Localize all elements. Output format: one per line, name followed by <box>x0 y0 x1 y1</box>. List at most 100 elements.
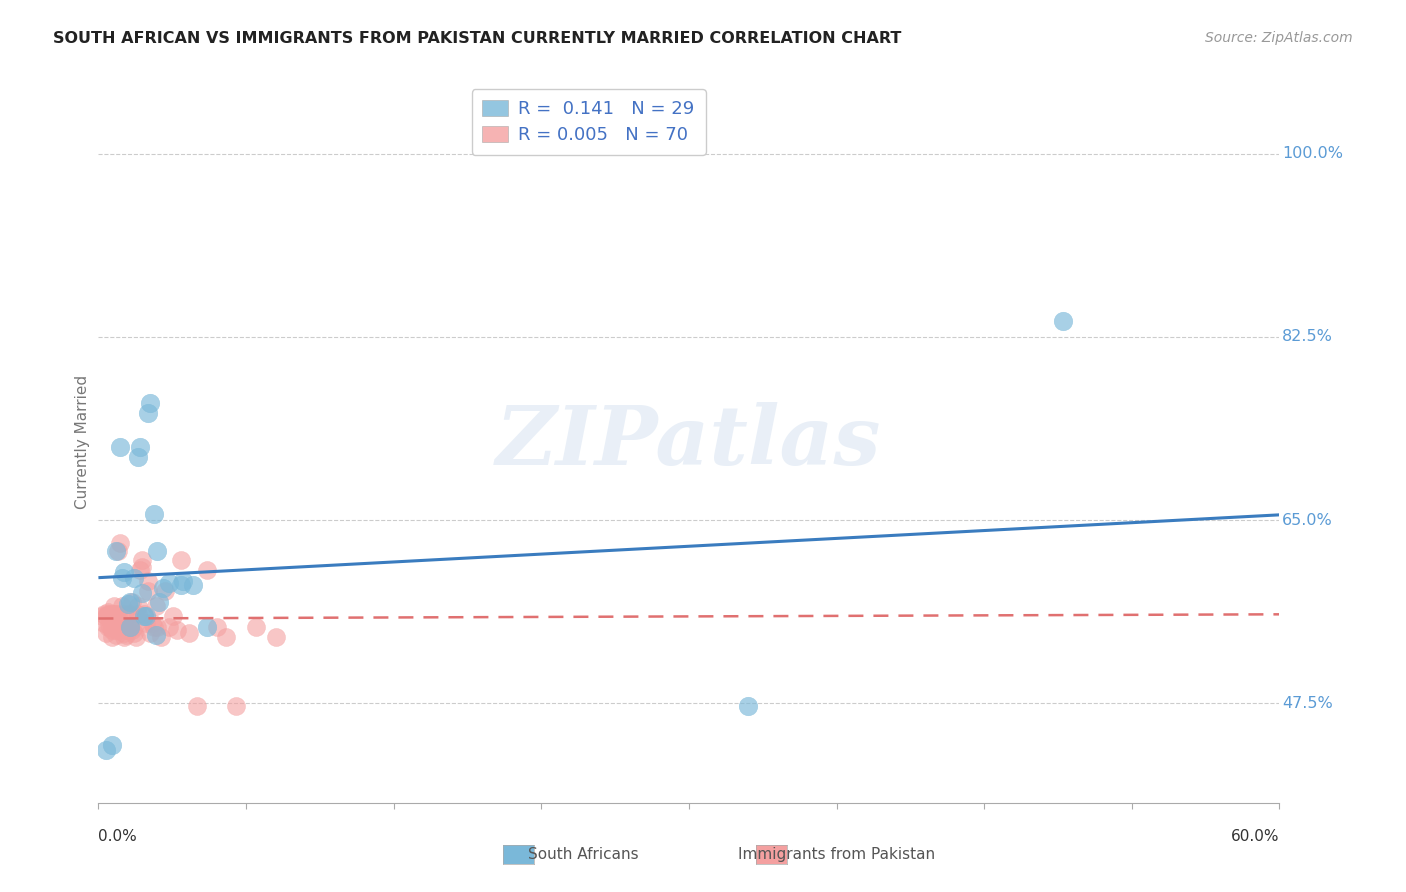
Point <box>131 586 153 600</box>
Point <box>195 620 218 634</box>
Point <box>122 626 145 640</box>
Point <box>136 406 159 420</box>
Point <box>105 623 128 637</box>
Point <box>118 620 141 634</box>
Point <box>105 607 128 622</box>
Point <box>181 578 204 592</box>
Point <box>98 620 121 634</box>
Point <box>135 615 157 630</box>
Y-axis label: Currently Married: Currently Married <box>75 375 90 508</box>
Point <box>141 615 163 630</box>
Point <box>245 620 267 634</box>
Point <box>157 620 180 634</box>
Point <box>91 609 114 624</box>
Point <box>136 584 159 599</box>
Point <box>111 617 134 632</box>
Point <box>117 597 139 611</box>
Point <box>112 607 135 622</box>
Point <box>138 626 160 640</box>
Text: 0.0%: 0.0% <box>98 829 138 844</box>
Point <box>122 571 145 585</box>
Point <box>101 623 124 637</box>
Point <box>127 450 149 465</box>
Point <box>264 631 287 645</box>
Point <box>112 631 135 645</box>
Point <box>117 607 139 622</box>
Point <box>215 631 238 645</box>
Point <box>111 599 134 613</box>
Point <box>125 631 148 645</box>
Point <box>108 440 131 454</box>
Point <box>186 699 208 714</box>
Point <box>148 595 170 609</box>
Point <box>98 607 121 622</box>
Text: SOUTH AFRICAN VS IMMIGRANTS FROM PAKISTAN CURRENTLY MARRIED CORRELATION CHART: SOUTH AFRICAN VS IMMIGRANTS FROM PAKISTA… <box>53 31 901 46</box>
Point <box>128 563 150 577</box>
Text: 82.5%: 82.5% <box>1282 329 1333 344</box>
Text: 65.0%: 65.0% <box>1282 513 1333 527</box>
Point <box>107 607 129 622</box>
Point <box>105 544 128 558</box>
Point <box>146 620 169 634</box>
Point <box>145 599 167 613</box>
Point <box>103 607 125 622</box>
Text: South Africans: South Africans <box>529 847 638 862</box>
Point <box>128 440 150 454</box>
Text: Immigrants from Pakistan: Immigrants from Pakistan <box>738 847 935 862</box>
Point <box>136 574 159 588</box>
Point <box>138 396 160 410</box>
Point <box>172 574 194 588</box>
Text: 100.0%: 100.0% <box>1282 146 1343 161</box>
Point <box>108 623 131 637</box>
Point <box>170 553 193 567</box>
Text: 47.5%: 47.5% <box>1282 696 1333 711</box>
Point <box>105 628 128 642</box>
Point <box>155 584 177 599</box>
Point <box>115 623 138 637</box>
Point <box>132 607 155 622</box>
Text: Source: ZipAtlas.com: Source: ZipAtlas.com <box>1205 31 1353 45</box>
Point <box>112 626 135 640</box>
Point <box>170 578 193 592</box>
Point <box>737 699 759 714</box>
Point <box>225 699 247 714</box>
Point <box>162 609 184 624</box>
Point <box>115 628 138 642</box>
Point <box>112 566 135 580</box>
Point <box>108 620 131 634</box>
Point <box>107 544 129 558</box>
Point <box>96 626 118 640</box>
Point <box>1052 314 1074 328</box>
Point <box>103 617 125 632</box>
Point <box>108 536 131 550</box>
Point <box>152 581 174 595</box>
Point <box>101 738 124 752</box>
Point <box>107 620 129 634</box>
Point <box>146 544 169 558</box>
Point <box>166 623 188 637</box>
Point <box>97 605 120 619</box>
Text: ZIPatlas: ZIPatlas <box>496 401 882 482</box>
Point <box>97 607 120 622</box>
Point <box>111 571 134 585</box>
Point <box>127 599 149 613</box>
Point <box>97 620 120 634</box>
Point <box>131 553 153 567</box>
Point <box>118 607 141 622</box>
Point <box>177 626 200 640</box>
Point <box>157 575 180 590</box>
Point <box>142 507 165 521</box>
Point <box>121 623 143 637</box>
Point <box>150 631 173 645</box>
Point <box>118 620 141 634</box>
Legend: R =  0.141   N = 29, R = 0.005   N = 70: R = 0.141 N = 29, R = 0.005 N = 70 <box>471 89 706 154</box>
Point <box>98 613 121 627</box>
Point <box>131 560 153 574</box>
Point <box>93 615 115 630</box>
Point <box>132 609 155 624</box>
Point <box>101 631 124 645</box>
Point <box>127 607 149 622</box>
Point <box>93 607 115 622</box>
Point <box>142 620 165 634</box>
Point <box>135 609 157 624</box>
